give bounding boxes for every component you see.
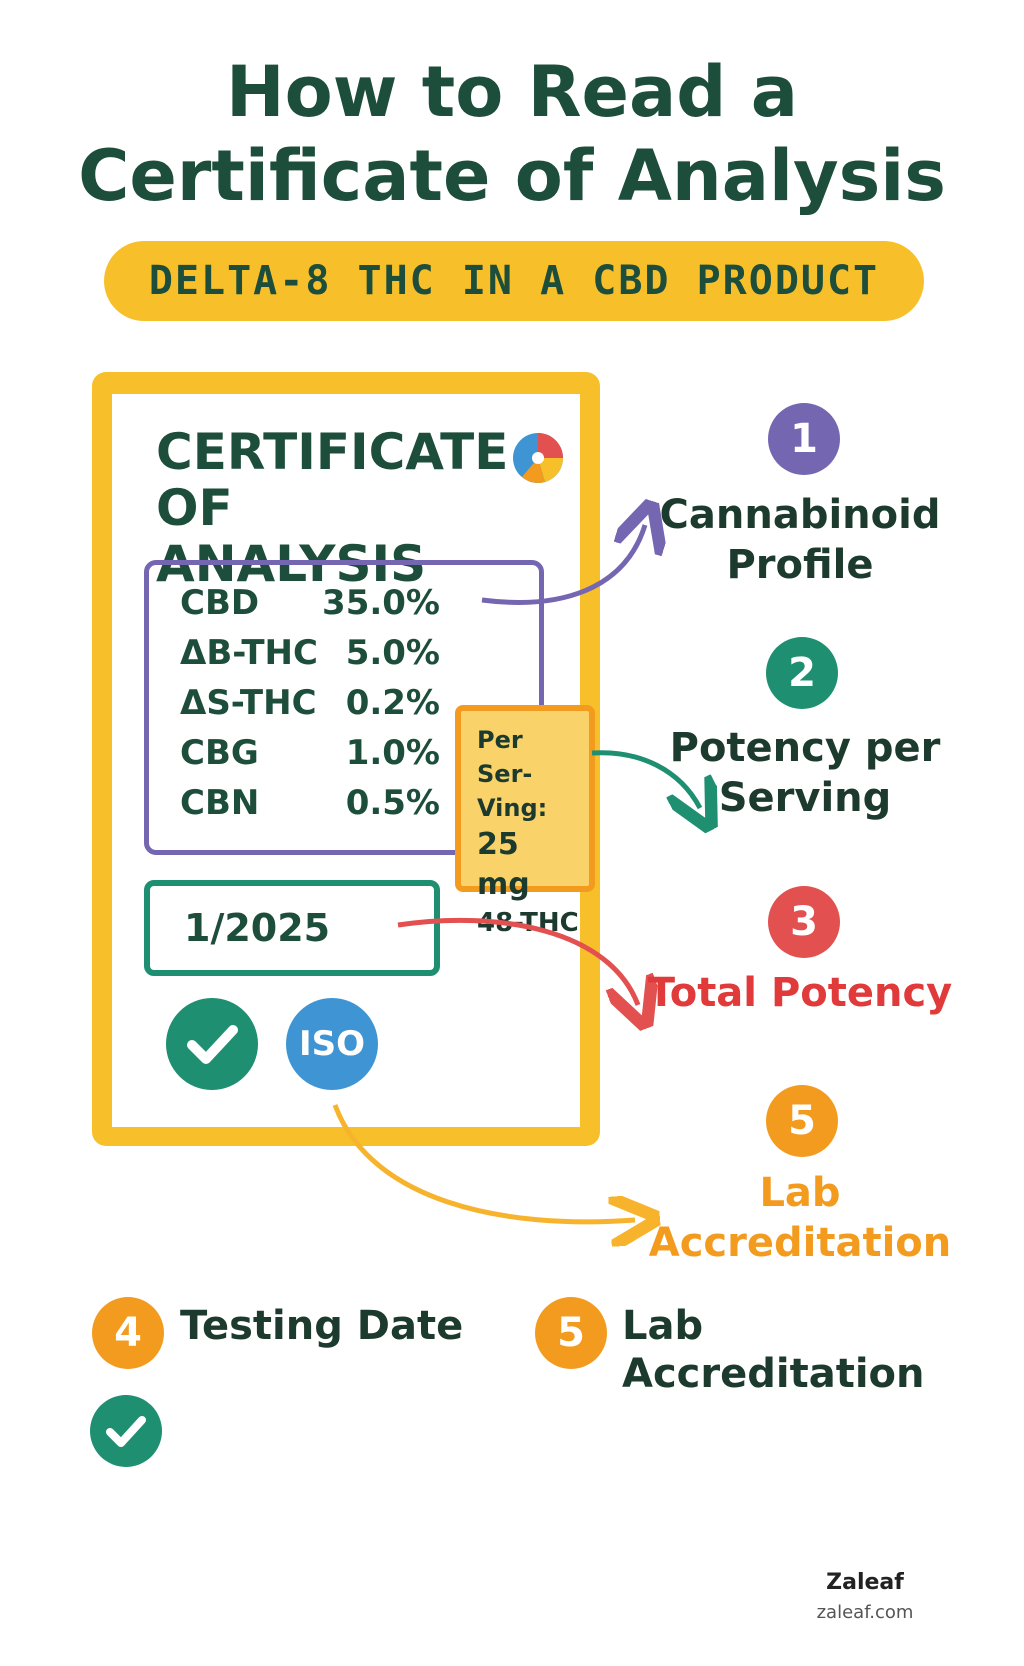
step-2-number: 2 [788,650,816,696]
cannabinoid-value: 35.0% [322,583,440,623]
profile-row: ΔS-THC 0.2% [180,683,440,731]
step-1-number: 1 [790,416,818,462]
step-3-badge: 3 [768,886,840,958]
legend-4-label: Testing Date [180,1303,464,1349]
cannabinoid-value: 0.2% [345,683,440,723]
step-3-number: 3 [790,899,818,945]
page-title: How to Read a Certificate of Analysis [0,50,1024,218]
testing-date: 1/2025 [184,906,331,950]
pie-chart-icon [513,433,563,483]
step-1-label-line-2: Profile [726,542,874,588]
testing-date-box: 1/2025 [144,880,440,976]
cannabinoid-value: 0.5% [345,783,440,823]
step-2-badge: 2 [766,637,838,709]
subtitle-text: DELTA-8 THC IN A CBD PRODUCT [148,258,880,304]
title-line-1: How to Read a [226,51,798,133]
profile-row: ΔB-THC 5.0% [180,633,440,681]
cannabinoid-name: CBN [180,783,260,823]
step-2-label-line-2: Serving [718,775,892,821]
brand-name: Zaleaf [826,1570,904,1595]
arrow-to-serving [591,750,700,808]
legend-5-label: Lab Accreditation [622,1302,924,1398]
legend-4-number: 4 [114,1310,142,1356]
step-1-label-line-1: Cannabinoid [659,492,941,538]
check-icon [90,1395,162,1467]
title-line-2: Certificate of Analysis [78,135,946,217]
step-2-label: Potency per Serving [635,723,975,823]
cannabinoid-name: CBD [180,583,260,623]
serving-amount: 25 mg [477,827,530,902]
step-5-label-line-2: Accreditation [648,1220,952,1266]
step-3-label: Total Potency [630,968,970,1018]
legend-4-badge: 4 [92,1297,164,1369]
check-icon [166,998,258,1090]
profile-row: CBD 35.0% [180,583,440,631]
profile-row: CBN 0.5% [180,783,440,831]
profile-row: CBG 1.0% [180,733,440,781]
legend-5-label-line-1: Lab [622,1303,704,1349]
legend-5-number: 5 [557,1310,585,1356]
cannabinoid-value: 5.0% [345,633,440,673]
subtitle-banner: DELTA-8 THC IN A CBD PRODUCT [104,241,924,321]
serving-line-1b: Ving: [477,794,548,822]
arrow-to-total-potency [397,917,638,1005]
certificate-title-line-1: CERTIFICATE [156,423,509,481]
step-2-label-line-1: Potency per [669,725,941,771]
cannabinoid-name: CBG [180,733,259,773]
step-5-number: 5 [788,1098,816,1144]
per-serving-box: Per Ser- Ving: 25 mg 48-THC [455,705,595,938]
legend-5-badge: 5 [535,1297,607,1369]
legend-5-label-line-2: Accreditation [622,1351,925,1397]
arrow-to-profile [481,525,645,605]
step-1-label: Cannabinoid Profile [630,490,970,590]
cannabinoid-name: ΔS-THC [180,683,317,723]
serving-line-1a: Per Ser- [477,726,533,788]
step-1-badge: 1 [768,403,840,475]
brand-url: zaleaf.com [816,1602,914,1623]
cannabinoid-name: ΔB-THC [180,633,318,673]
step-5-badge: 5 [766,1085,838,1157]
step-5-label-line-1: Lab [759,1170,841,1216]
step-5-label: Lab Accreditation [630,1168,970,1268]
iso-label: ISO [298,1024,366,1064]
cannabinoid-value: 1.0% [345,733,440,773]
arrow-to-accreditation [332,1104,635,1222]
step-3-label-line-1: Total Potency [647,970,953,1016]
iso-badge-icon: ISO [286,998,378,1090]
